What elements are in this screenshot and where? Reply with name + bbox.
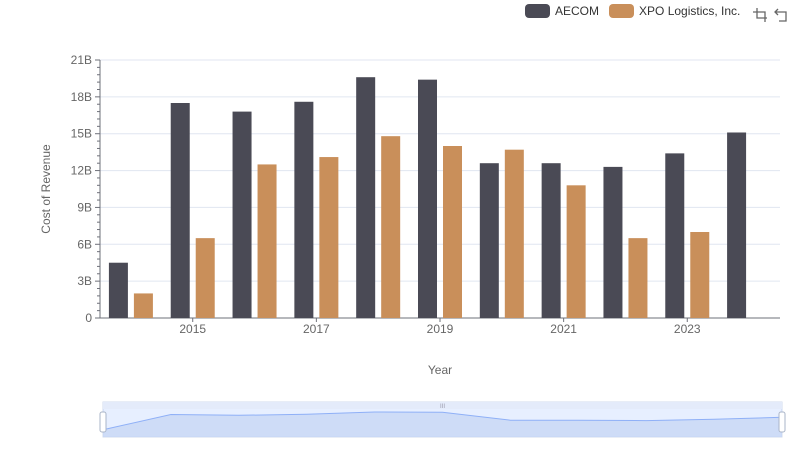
x-axis: 2015 2017 2019 2021 2023 (179, 318, 701, 336)
toolbox (747, 6, 791, 24)
data-zoom-move-bar[interactable] (103, 402, 782, 409)
bar-xpo-logistics-inc--2022[interactable] (628, 238, 648, 318)
bar-aecom-2017[interactable] (294, 101, 314, 319)
y-tick-label: 21B (71, 53, 92, 67)
x-tick-label: 2019 (427, 322, 454, 336)
data-zoom-slider[interactable]: III (99, 401, 786, 438)
bar-aecom-2021[interactable] (541, 163, 561, 318)
data-zoom-preview-line (102, 411, 783, 431)
y-axis: 0 3B 6B 9B 12B 15B 18B 21B (71, 53, 101, 325)
x-tick-label: 2017 (303, 322, 330, 336)
y-tick-label: 15B (71, 127, 92, 141)
legend-item-xpo[interactable]: XPO Logistics, Inc. (609, 4, 740, 18)
bar-xpo-logistics-inc--2019[interactable] (443, 146, 462, 318)
legend-item-aecom[interactable]: AECOM (525, 4, 599, 18)
x-axis-label: Year (428, 363, 452, 377)
legend-swatch-aecom (525, 4, 550, 18)
zoom-icon[interactable] (751, 6, 769, 24)
x-tick-label: 2021 (550, 322, 577, 336)
legend: AECOM XPO Logistics, Inc. (525, 4, 750, 18)
bar-aecom-2020[interactable] (479, 163, 499, 318)
y-tick-label: 3B (77, 274, 92, 288)
bar-aecom-2018[interactable] (356, 77, 376, 318)
bar-xpo-logistics-inc--2023[interactable] (690, 232, 710, 318)
data-zoom-right-handle[interactable] (778, 411, 786, 433)
bar-aecom-2015[interactable] (170, 103, 190, 318)
bar-aecom-2023[interactable] (665, 153, 685, 318)
bar-xpo-logistics-inc--2016[interactable] (257, 164, 277, 318)
bar-xpo-logistics-inc--2021[interactable] (566, 185, 586, 318)
bar-xpo-logistics-inc--2014[interactable] (133, 293, 153, 318)
bars (108, 77, 747, 319)
y-tick-label: 9B (77, 200, 92, 214)
data-zoom-left-handle[interactable] (99, 411, 107, 433)
legend-swatch-xpo (609, 4, 635, 18)
y-tick-label: 6B (77, 237, 92, 251)
x-tick-label: 2015 (179, 322, 206, 336)
bar-aecom-2016[interactable] (232, 111, 252, 318)
bar-xpo-logistics-inc--2020[interactable] (504, 149, 524, 318)
y-tick-label: 0 (85, 311, 92, 325)
data-zoom-grip[interactable]: III (440, 404, 445, 410)
bar-aecom-2019[interactable] (418, 79, 437, 319)
y-tick-label: 12B (71, 164, 92, 178)
y-axis-label: Cost of Revenue (39, 144, 53, 234)
y-tick-label: 18B (71, 90, 92, 104)
bar-aecom-2024[interactable] (727, 132, 747, 318)
bar-xpo-logistics-inc--2017[interactable] (319, 157, 339, 318)
bar-xpo-logistics-inc--2018[interactable] (381, 136, 401, 318)
data-zoom-preview-area (103, 412, 782, 437)
legend-label-xpo: XPO Logistics, Inc. (639, 4, 741, 18)
bar-aecom-2022[interactable] (603, 166, 623, 318)
bar-xpo-logistics-inc--2015[interactable] (195, 238, 215, 318)
bar-aecom-2014[interactable] (108, 262, 128, 318)
restore-icon[interactable] (773, 6, 791, 24)
x-tick-label: 2023 (674, 322, 701, 336)
legend-label-aecom: AECOM (555, 4, 600, 18)
